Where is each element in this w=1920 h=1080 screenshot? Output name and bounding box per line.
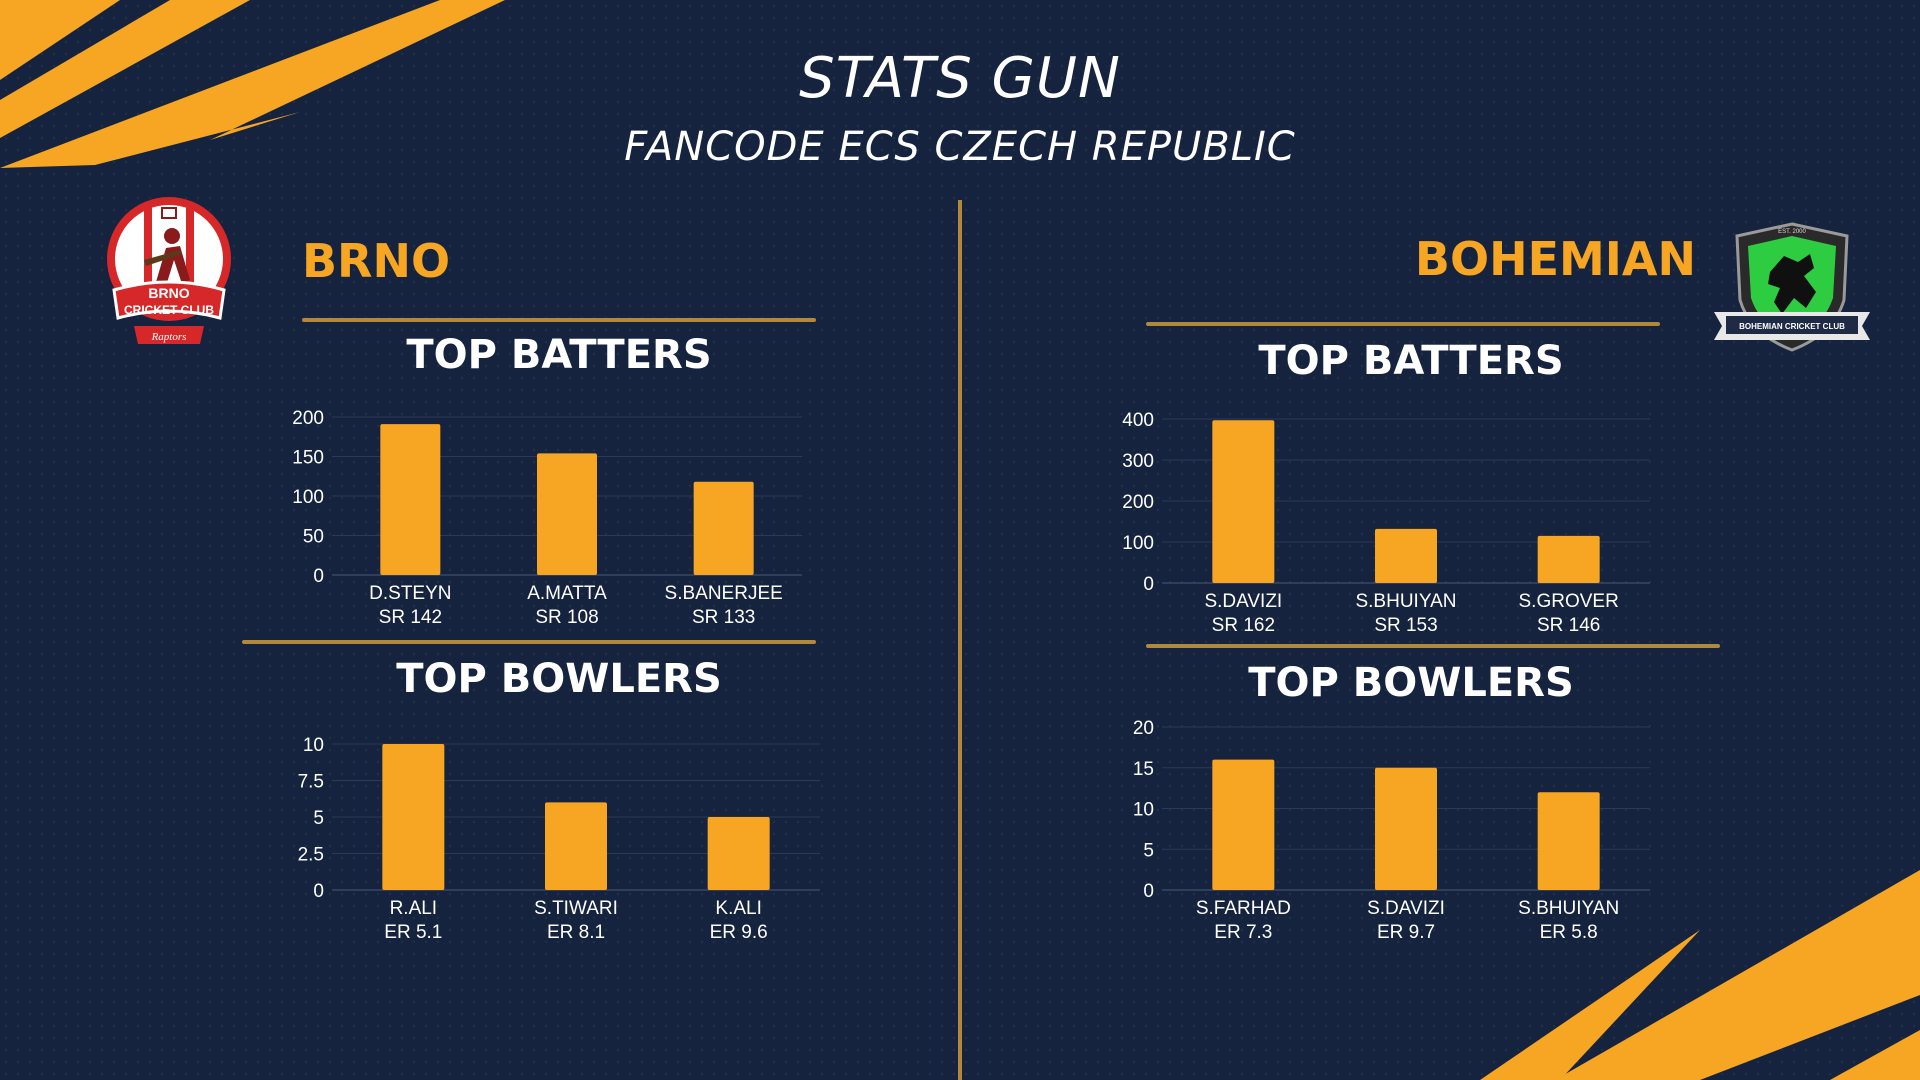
category-label: S.BHUIYAN <box>1355 591 1456 612</box>
logo-est-text: EST. 2000 <box>1778 229 1806 235</box>
category-label: D.STEYN <box>369 583 451 604</box>
category-label: S.FARHAD <box>1196 898 1291 919</box>
bohemian-top-bowlers-chart: 0 5 10 15 20 S.FARHAD ER 7.3 S.DAVIZI ER 9.7 S.BH… <box>1133 718 1650 943</box>
bohemian-top-batters-title: TOP BATTERS <box>1258 338 1564 384</box>
streak-top-left-2 <box>0 0 250 138</box>
team-name-bohemian: BOHEMIAN <box>1414 232 1696 286</box>
bar <box>1212 420 1275 583</box>
category-label: S.TIWARI <box>534 898 618 919</box>
y-tick-label: 10 <box>303 735 324 756</box>
category-sublabel: SR 146 <box>1537 615 1600 636</box>
team-name-brno: BRNO <box>302 234 451 288</box>
bar <box>1375 528 1437 583</box>
bar <box>1537 792 1600 890</box>
bar <box>380 424 441 575</box>
category-label: S.BANERJEE <box>665 583 783 604</box>
category-sublabel: ER 5.1 <box>384 922 442 943</box>
page-title: STATS GUN <box>799 46 1121 111</box>
brno-top-batters-title: TOP BATTERS <box>406 332 712 378</box>
bar <box>1375 767 1437 890</box>
brno-top-batters-chart: 0 50 100 150 200 D.STEYN SR 142 A.MATTA SR 108 S.… <box>292 408 802 628</box>
bar <box>693 481 754 575</box>
category-sublabel: SR 133 <box>692 607 755 628</box>
y-tick-label: 200 <box>1122 492 1154 513</box>
bar <box>545 802 607 890</box>
bar <box>537 453 597 575</box>
y-tick-label: 5 <box>1143 840 1154 861</box>
y-tick-label: 15 <box>1133 759 1154 780</box>
bar <box>707 817 770 890</box>
streak-bottom-right-2 <box>1480 930 1700 1080</box>
page-subtitle: FANCODE ECS CZECH REPUBLIC <box>624 124 1296 170</box>
category-sublabel: ER 9.7 <box>1377 922 1435 943</box>
rule-right-top <box>1146 322 1660 326</box>
brno-cricket-club-logo: BRNO CRICKET CLUB Raptors <box>107 197 231 344</box>
brno-top-bowlers-title: TOP BOWLERS <box>396 656 722 702</box>
y-tick-label: 400 <box>1122 410 1154 431</box>
brno-top-bowlers-chart: 0 2.5 5 7.5 10 R.ALI ER 5.1 S.TIWARI ER 8.1 K.ALI… <box>298 735 820 943</box>
bohemian-top-batters-chart: 0 100 200 300 400 S.DAVIZI SR 162 S.BHUIYAN SR 1… <box>1122 410 1650 636</box>
logo-ribbon-text: Raptors <box>151 331 187 343</box>
bohemian-top-bowlers-title: TOP BOWLERS <box>1248 660 1574 706</box>
y-tick-label: 200 <box>292 408 324 429</box>
y-tick-label: 10 <box>1133 800 1154 821</box>
y-tick-label: 300 <box>1122 451 1154 472</box>
category-label: S.GROVER <box>1519 591 1619 612</box>
center-divider <box>958 200 962 1080</box>
bar <box>382 744 445 890</box>
category-sublabel: SR 153 <box>1374 615 1437 636</box>
y-tick-label: 7.5 <box>298 772 324 793</box>
y-tick-label: 100 <box>292 487 324 508</box>
category-sublabel: SR 108 <box>535 607 598 628</box>
y-tick-label: 50 <box>303 527 324 548</box>
logo-text-mid: CRICKET CLUB <box>124 303 214 317</box>
bohemian-cricket-club-logo: EST. 2000 BOHEMIAN CRICKET CLUB <box>1714 222 1870 352</box>
y-tick-label: 0 <box>313 881 324 902</box>
category-sublabel: ER 7.3 <box>1214 922 1272 943</box>
y-tick-label: 150 <box>292 448 324 469</box>
y-tick-label: 0 <box>1143 881 1154 902</box>
logo-text-top: BRNO <box>148 285 189 301</box>
y-tick-label: 2.5 <box>298 845 324 866</box>
category-sublabel: ER 5.8 <box>1540 922 1598 943</box>
category-label: S.BHUIYAN <box>1518 898 1619 919</box>
y-tick-label: 0 <box>1143 574 1154 595</box>
streak-top-left-1 <box>0 0 120 80</box>
category-label: A.MATTA <box>527 583 607 604</box>
streak-bottom-right-3 <box>1830 1030 1920 1080</box>
category-label: R.ALI <box>390 898 438 919</box>
rule-right-middle <box>1146 644 1720 648</box>
y-tick-label: 0 <box>313 566 324 587</box>
streak-top-left-3 <box>0 0 505 168</box>
category-sublabel: SR 142 <box>379 607 442 628</box>
rule-left-top <box>302 318 816 322</box>
streak-bottom-right-1 <box>1555 870 1920 1080</box>
category-sublabel: SR 162 <box>1212 615 1275 636</box>
bar <box>1537 535 1600 583</box>
category-sublabel: ER 9.6 <box>710 922 768 943</box>
y-tick-label: 5 <box>313 808 324 829</box>
rule-left-middle <box>242 640 816 644</box>
category-label: K.ALI <box>715 898 761 919</box>
logo-ribbon-text: BOHEMIAN CRICKET CLUB <box>1739 322 1845 331</box>
category-sublabel: ER 8.1 <box>547 922 605 943</box>
y-tick-label: 100 <box>1122 533 1154 554</box>
y-tick-label: 20 <box>1133 718 1154 739</box>
category-label: S.DAVIZI <box>1204 591 1282 612</box>
bar <box>1212 759 1275 890</box>
category-label: S.DAVIZI <box>1367 898 1445 919</box>
